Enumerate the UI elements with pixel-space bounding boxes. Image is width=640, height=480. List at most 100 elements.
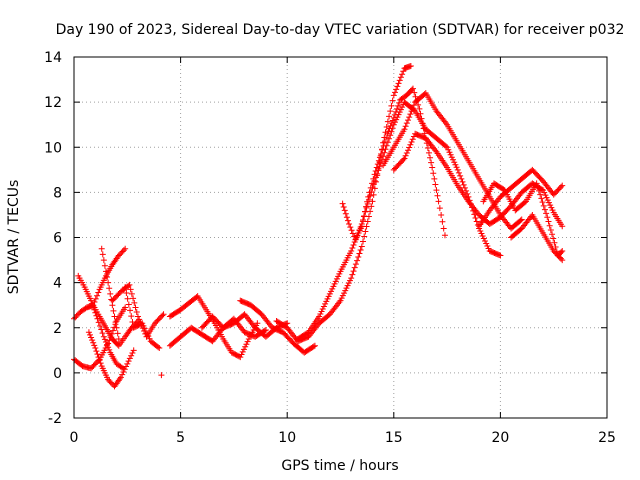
data-point-track-r bbox=[558, 183, 565, 190]
data-point-track-m bbox=[397, 74, 404, 81]
data-point-track-q bbox=[543, 194, 550, 201]
data-point-track-h bbox=[145, 333, 152, 340]
data-point-track-o bbox=[341, 207, 348, 214]
data-point-track-l bbox=[310, 343, 317, 350]
data-point-track-m bbox=[349, 271, 356, 278]
data-point-track-m bbox=[395, 80, 402, 87]
data-point-track-l bbox=[311, 342, 318, 349]
data-point-track-h bbox=[129, 318, 136, 325]
data-point-track-e bbox=[120, 368, 127, 375]
data-point-track-n bbox=[451, 159, 458, 166]
data-point-track-o bbox=[439, 218, 446, 225]
data-point-track-o bbox=[391, 111, 398, 118]
x-tick-label: 20 bbox=[491, 430, 509, 446]
data-point-track-j bbox=[254, 320, 261, 327]
data-point-track-e bbox=[96, 357, 103, 364]
x-tick-label: 10 bbox=[278, 430, 296, 446]
data-point-track-o bbox=[386, 125, 393, 132]
data-point-track-b bbox=[92, 309, 99, 316]
data-point-track-o bbox=[385, 128, 392, 135]
data-point-track-n bbox=[349, 245, 356, 252]
data-point-track-s bbox=[545, 218, 552, 225]
data-point-track-p bbox=[405, 117, 412, 124]
data-point-track-q bbox=[548, 204, 555, 211]
data-point-track-q bbox=[545, 199, 552, 206]
data-point-track-f bbox=[110, 307, 117, 314]
data-point-track-m bbox=[358, 243, 365, 250]
data-point-track-n bbox=[397, 106, 404, 113]
data-point-track-o bbox=[376, 154, 383, 161]
data-point-track-j bbox=[242, 343, 249, 350]
data-point-track-n bbox=[335, 273, 342, 280]
data-point-track-o bbox=[373, 164, 380, 171]
data-point-track-g bbox=[136, 316, 143, 323]
data-point-track-o bbox=[370, 175, 377, 182]
data-point-track-h bbox=[140, 322, 147, 329]
data-point-track-c bbox=[109, 327, 116, 334]
data-point-track-o bbox=[393, 105, 400, 112]
data-point-track-m bbox=[387, 108, 394, 115]
data-point-track-j bbox=[239, 348, 246, 355]
data-point-track-p bbox=[407, 111, 414, 118]
data-point-track-h bbox=[155, 344, 162, 351]
data-point-track-f bbox=[113, 324, 120, 331]
data-point-track-o bbox=[419, 120, 426, 127]
data-point-track-s bbox=[533, 180, 540, 187]
data-point-track-m bbox=[350, 268, 357, 275]
data-point-track-c bbox=[105, 340, 112, 347]
data-point-track-n bbox=[330, 283, 337, 290]
data-point-track-o bbox=[433, 187, 440, 194]
data-point-track-c bbox=[106, 337, 113, 344]
data-point-track-m bbox=[345, 280, 352, 287]
data-point-track-e bbox=[129, 350, 136, 357]
data-point-track-e bbox=[92, 345, 99, 352]
data-point-track-e bbox=[128, 352, 135, 359]
data-point-track-p bbox=[517, 217, 524, 224]
data-point-track-n bbox=[480, 235, 487, 242]
data-point-track-h bbox=[127, 307, 134, 314]
data-point-track-b bbox=[99, 330, 106, 337]
data-point-track-n bbox=[350, 242, 357, 249]
data-point-track-q bbox=[559, 223, 566, 230]
data-point-track-j bbox=[243, 341, 250, 348]
data-point-track-p bbox=[518, 216, 525, 223]
data-point-track-e bbox=[130, 347, 137, 354]
y-tick-label: -2 bbox=[48, 411, 62, 427]
data-point-track-e bbox=[106, 377, 113, 384]
data-point-track-o bbox=[358, 223, 365, 230]
data-point-track-q bbox=[401, 155, 408, 162]
data-point-track-n bbox=[483, 240, 490, 247]
data-point-track-c bbox=[108, 330, 115, 337]
data-point-track-g bbox=[133, 308, 140, 315]
data-point-track-g bbox=[127, 286, 134, 293]
data-point-track-e bbox=[124, 360, 131, 367]
data-point-track-n bbox=[325, 293, 332, 300]
data-point-track-o bbox=[360, 213, 367, 220]
data-point-track-d bbox=[119, 248, 126, 255]
data-point-track-m bbox=[369, 198, 376, 205]
data-point-track-o bbox=[431, 175, 438, 182]
data-point-track-e bbox=[85, 329, 92, 336]
data-point-track-o bbox=[369, 180, 376, 187]
data-point-track-m bbox=[343, 285, 350, 292]
data-point-track-m bbox=[390, 92, 397, 99]
data-point-track-n bbox=[460, 181, 467, 188]
data-point-track-e bbox=[91, 342, 98, 349]
data-point-track-n bbox=[333, 275, 340, 282]
data-point-track-d bbox=[90, 302, 97, 309]
data-point-track-n bbox=[318, 308, 325, 315]
data-point-track-n bbox=[446, 149, 453, 156]
x-tick-label: 0 bbox=[70, 430, 79, 446]
data-point-track-m bbox=[341, 290, 348, 297]
data-point-track-d bbox=[91, 299, 98, 306]
data-point-track-m bbox=[386, 113, 393, 120]
data-point-track-n bbox=[452, 161, 459, 168]
data-point-track-g bbox=[134, 313, 141, 320]
data-point-track-n bbox=[496, 252, 503, 259]
data-point-track-q bbox=[407, 141, 414, 148]
data-point-track-g bbox=[125, 282, 132, 289]
data-point-track-q bbox=[405, 147, 412, 154]
data-point-track-o bbox=[432, 181, 439, 188]
data-point-track-q bbox=[402, 152, 409, 159]
